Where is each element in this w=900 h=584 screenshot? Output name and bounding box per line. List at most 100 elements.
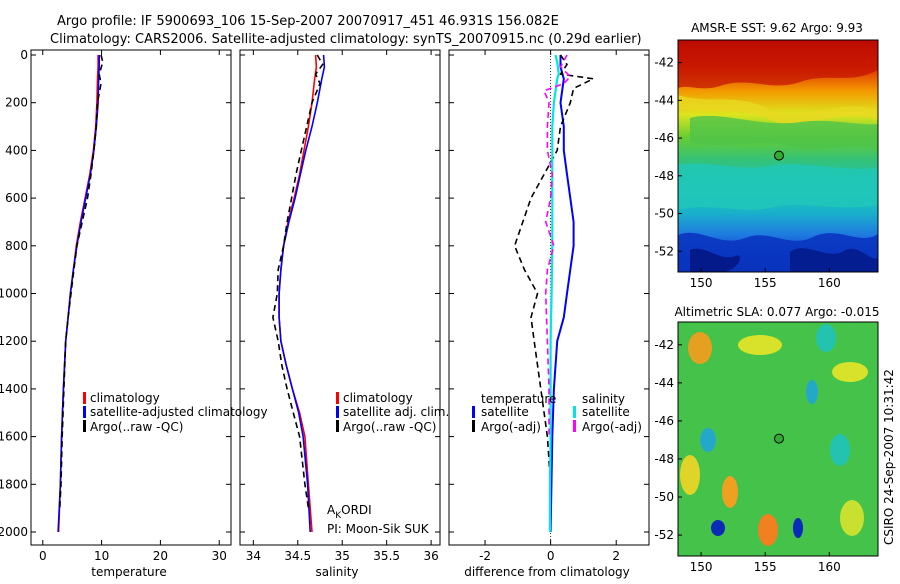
map-y-tick-label: -42 bbox=[654, 56, 674, 70]
sst-map-frame bbox=[677, 39, 879, 273]
map-y-tick-label: -52 bbox=[654, 244, 674, 258]
y-tick-label: 1800 bbox=[0, 477, 28, 491]
sst-map-title: AMSR-E SST: 9.62 Argo: 9.93 bbox=[691, 21, 863, 35]
salinity-annotation-pi: PI: Moon-Sik SUK bbox=[327, 522, 430, 536]
sla-cyan-blob-3 bbox=[830, 434, 850, 466]
legend-sal-argo-swatch bbox=[336, 420, 339, 432]
legend-temp-climatology: climatology bbox=[90, 391, 160, 405]
map-y-tick-label: -48 bbox=[654, 169, 674, 183]
series-line-climatology bbox=[278, 54, 318, 533]
x-tick-label: 20 bbox=[153, 549, 168, 563]
sla-cyan-blob-2 bbox=[700, 428, 716, 452]
legend-diff-temp-argo: Argo(-adj) bbox=[481, 420, 541, 434]
figure-title-line2: Climatology: CARS2006. Satellite-adjuste… bbox=[50, 32, 642, 47]
sla-yellow-blob-4 bbox=[840, 500, 864, 536]
map-y-tick-label: -46 bbox=[654, 414, 674, 428]
map-y-tick-label: -48 bbox=[654, 452, 674, 466]
legend-sal-satellite: satellite adj. clim. bbox=[343, 405, 449, 419]
y-tick-label: 600 bbox=[5, 191, 28, 205]
map-y-tick-label: -44 bbox=[654, 93, 674, 107]
sla-orange-blob-3 bbox=[758, 514, 778, 546]
sst-map-panel: AMSR-E SST: 9.62 Argo: 9.93 150 155 160 -42… bbox=[654, 21, 879, 290]
map-y-tick-label: -50 bbox=[654, 207, 674, 221]
legend-sal-argo: Argo(..raw -QC) bbox=[343, 420, 436, 434]
x-tick-label: -2 bbox=[479, 549, 491, 563]
x-tick-label: 10 bbox=[94, 549, 109, 563]
salinity-ticks: 34 34.5 35 35.5 36 bbox=[240, 50, 440, 563]
series-line-argo-raw-qc- bbox=[272, 54, 324, 509]
legend-diff-temperature-title: temperature bbox=[481, 392, 556, 406]
sla-orange-blob-1 bbox=[688, 332, 712, 364]
series-line-satellite-adjusted-climatology bbox=[57, 55, 100, 533]
temperature-panel: 0 10 20 30 0 200 400 600 800 1000 1200 1400 1600 1800… bbox=[0, 48, 268, 579]
legend-temp-argo-swatch bbox=[83, 420, 86, 432]
sla-argo-marker bbox=[774, 433, 784, 444]
sla-yellow-blob-1 bbox=[738, 335, 782, 355]
y-tick-label: 2000 bbox=[0, 525, 28, 539]
y-tick-label: 1600 bbox=[0, 430, 28, 444]
series-line-salinity-argo-adj- bbox=[543, 54, 572, 437]
legend-temp-satellite-swatch bbox=[83, 406, 86, 418]
x-tick-label: 0 bbox=[547, 549, 555, 563]
sla-blue-blob-2 bbox=[793, 518, 803, 538]
salinity-lines bbox=[272, 54, 326, 533]
salinity-xlabel: salinity bbox=[315, 565, 358, 579]
salinity-axes-box bbox=[239, 49, 441, 546]
map-x-tick-label: 160 bbox=[818, 560, 841, 574]
org-subscript: K bbox=[335, 511, 342, 521]
difference-lines bbox=[513, 54, 596, 533]
map-y-tick-label: -52 bbox=[654, 528, 674, 542]
y-tick-label: 200 bbox=[5, 96, 28, 110]
map-y-tick-label: -50 bbox=[654, 490, 674, 504]
legend-diff-temp-sat-swatch bbox=[472, 406, 475, 418]
legend-temp-climatology-swatch bbox=[83, 392, 86, 404]
x-tick-label: 30 bbox=[212, 549, 227, 563]
x-tick-label: 2 bbox=[612, 549, 620, 563]
x-tick-label: 35 bbox=[335, 549, 350, 563]
sst-map-ticks: 150 155 160 -42 -44 -46 -48 -50 -52 bbox=[654, 56, 840, 290]
sla-map-title: Altimetric SLA: 0.077 Argo: -0.015 bbox=[674, 305, 879, 319]
map-y-tick-label: -44 bbox=[654, 376, 674, 390]
salinity-annotation-org: AKORDI bbox=[327, 503, 372, 521]
sst-green-patch bbox=[690, 115, 878, 150]
sst-deep-blue-patch bbox=[690, 248, 740, 272]
map-x-tick-label: 155 bbox=[754, 560, 777, 574]
sst-warm-lobe bbox=[678, 40, 878, 89]
legend-diff-sal-satellite: satellite bbox=[582, 405, 630, 419]
x-tick-label: 36 bbox=[423, 549, 438, 563]
difference-axes-box bbox=[448, 49, 650, 546]
legend-diff-temp-argo-swatch bbox=[472, 420, 475, 432]
legend-temp-satellite: satellite-adjusted climatology bbox=[90, 405, 268, 419]
y-tick-label: 1000 bbox=[0, 287, 28, 301]
legend-temp-argo: Argo(..raw -QC) bbox=[90, 420, 183, 434]
map-y-tick-label: -42 bbox=[654, 338, 674, 352]
y-tick-label: 0 bbox=[20, 48, 28, 62]
difference-legend: temperature satellite Argo(-adj) salinit… bbox=[472, 392, 642, 434]
series-line-salinity-satellite bbox=[548, 54, 560, 532]
sst-argo-marker bbox=[774, 150, 784, 161]
x-tick-label: 0 bbox=[39, 549, 47, 563]
map-y-tick-label: -46 bbox=[654, 131, 674, 145]
sst-cyan-band bbox=[678, 163, 878, 210]
legend-sal-climatology: climatology bbox=[343, 391, 413, 405]
series-line-climatology bbox=[57, 55, 99, 533]
y-tick-label: 400 bbox=[5, 143, 28, 157]
map-x-tick-label: 160 bbox=[818, 276, 841, 290]
sla-map-panel: Altimetric SLA: 0.077 Argo: -0.015 150 15… bbox=[654, 305, 879, 574]
org-rest: ORDI bbox=[341, 503, 372, 517]
legend-diff-sal-sat-swatch bbox=[573, 406, 576, 418]
difference-panel: -2 0 2 temperature satellite Argo(-adj) sa… bbox=[448, 49, 650, 579]
figure-title-line1: Argo profile: IF 5900693_106 15-Sep-2007… bbox=[57, 14, 559, 29]
temperature-lines bbox=[57, 54, 104, 533]
sla-map-frame bbox=[677, 321, 879, 557]
sla-cyan-blob-4 bbox=[806, 380, 818, 404]
sla-yellow-blob-2 bbox=[832, 362, 868, 382]
series-line-satellite-adj-clim- bbox=[278, 54, 326, 533]
salinity-legend: climatology satellite adj. clim. Argo(..… bbox=[336, 391, 449, 434]
x-tick-label: 35.5 bbox=[373, 549, 400, 563]
legend-diff-sal-argo: Argo(-adj) bbox=[582, 420, 642, 434]
legend-diff-sal-argo-swatch bbox=[573, 420, 576, 432]
sla-map-ticks: 150 155 160 -42 -44 -46 -48 -50 -52 bbox=[654, 338, 840, 574]
legend-sal-satellite-swatch bbox=[336, 406, 339, 418]
sla-yellow-blob-3 bbox=[680, 455, 700, 495]
